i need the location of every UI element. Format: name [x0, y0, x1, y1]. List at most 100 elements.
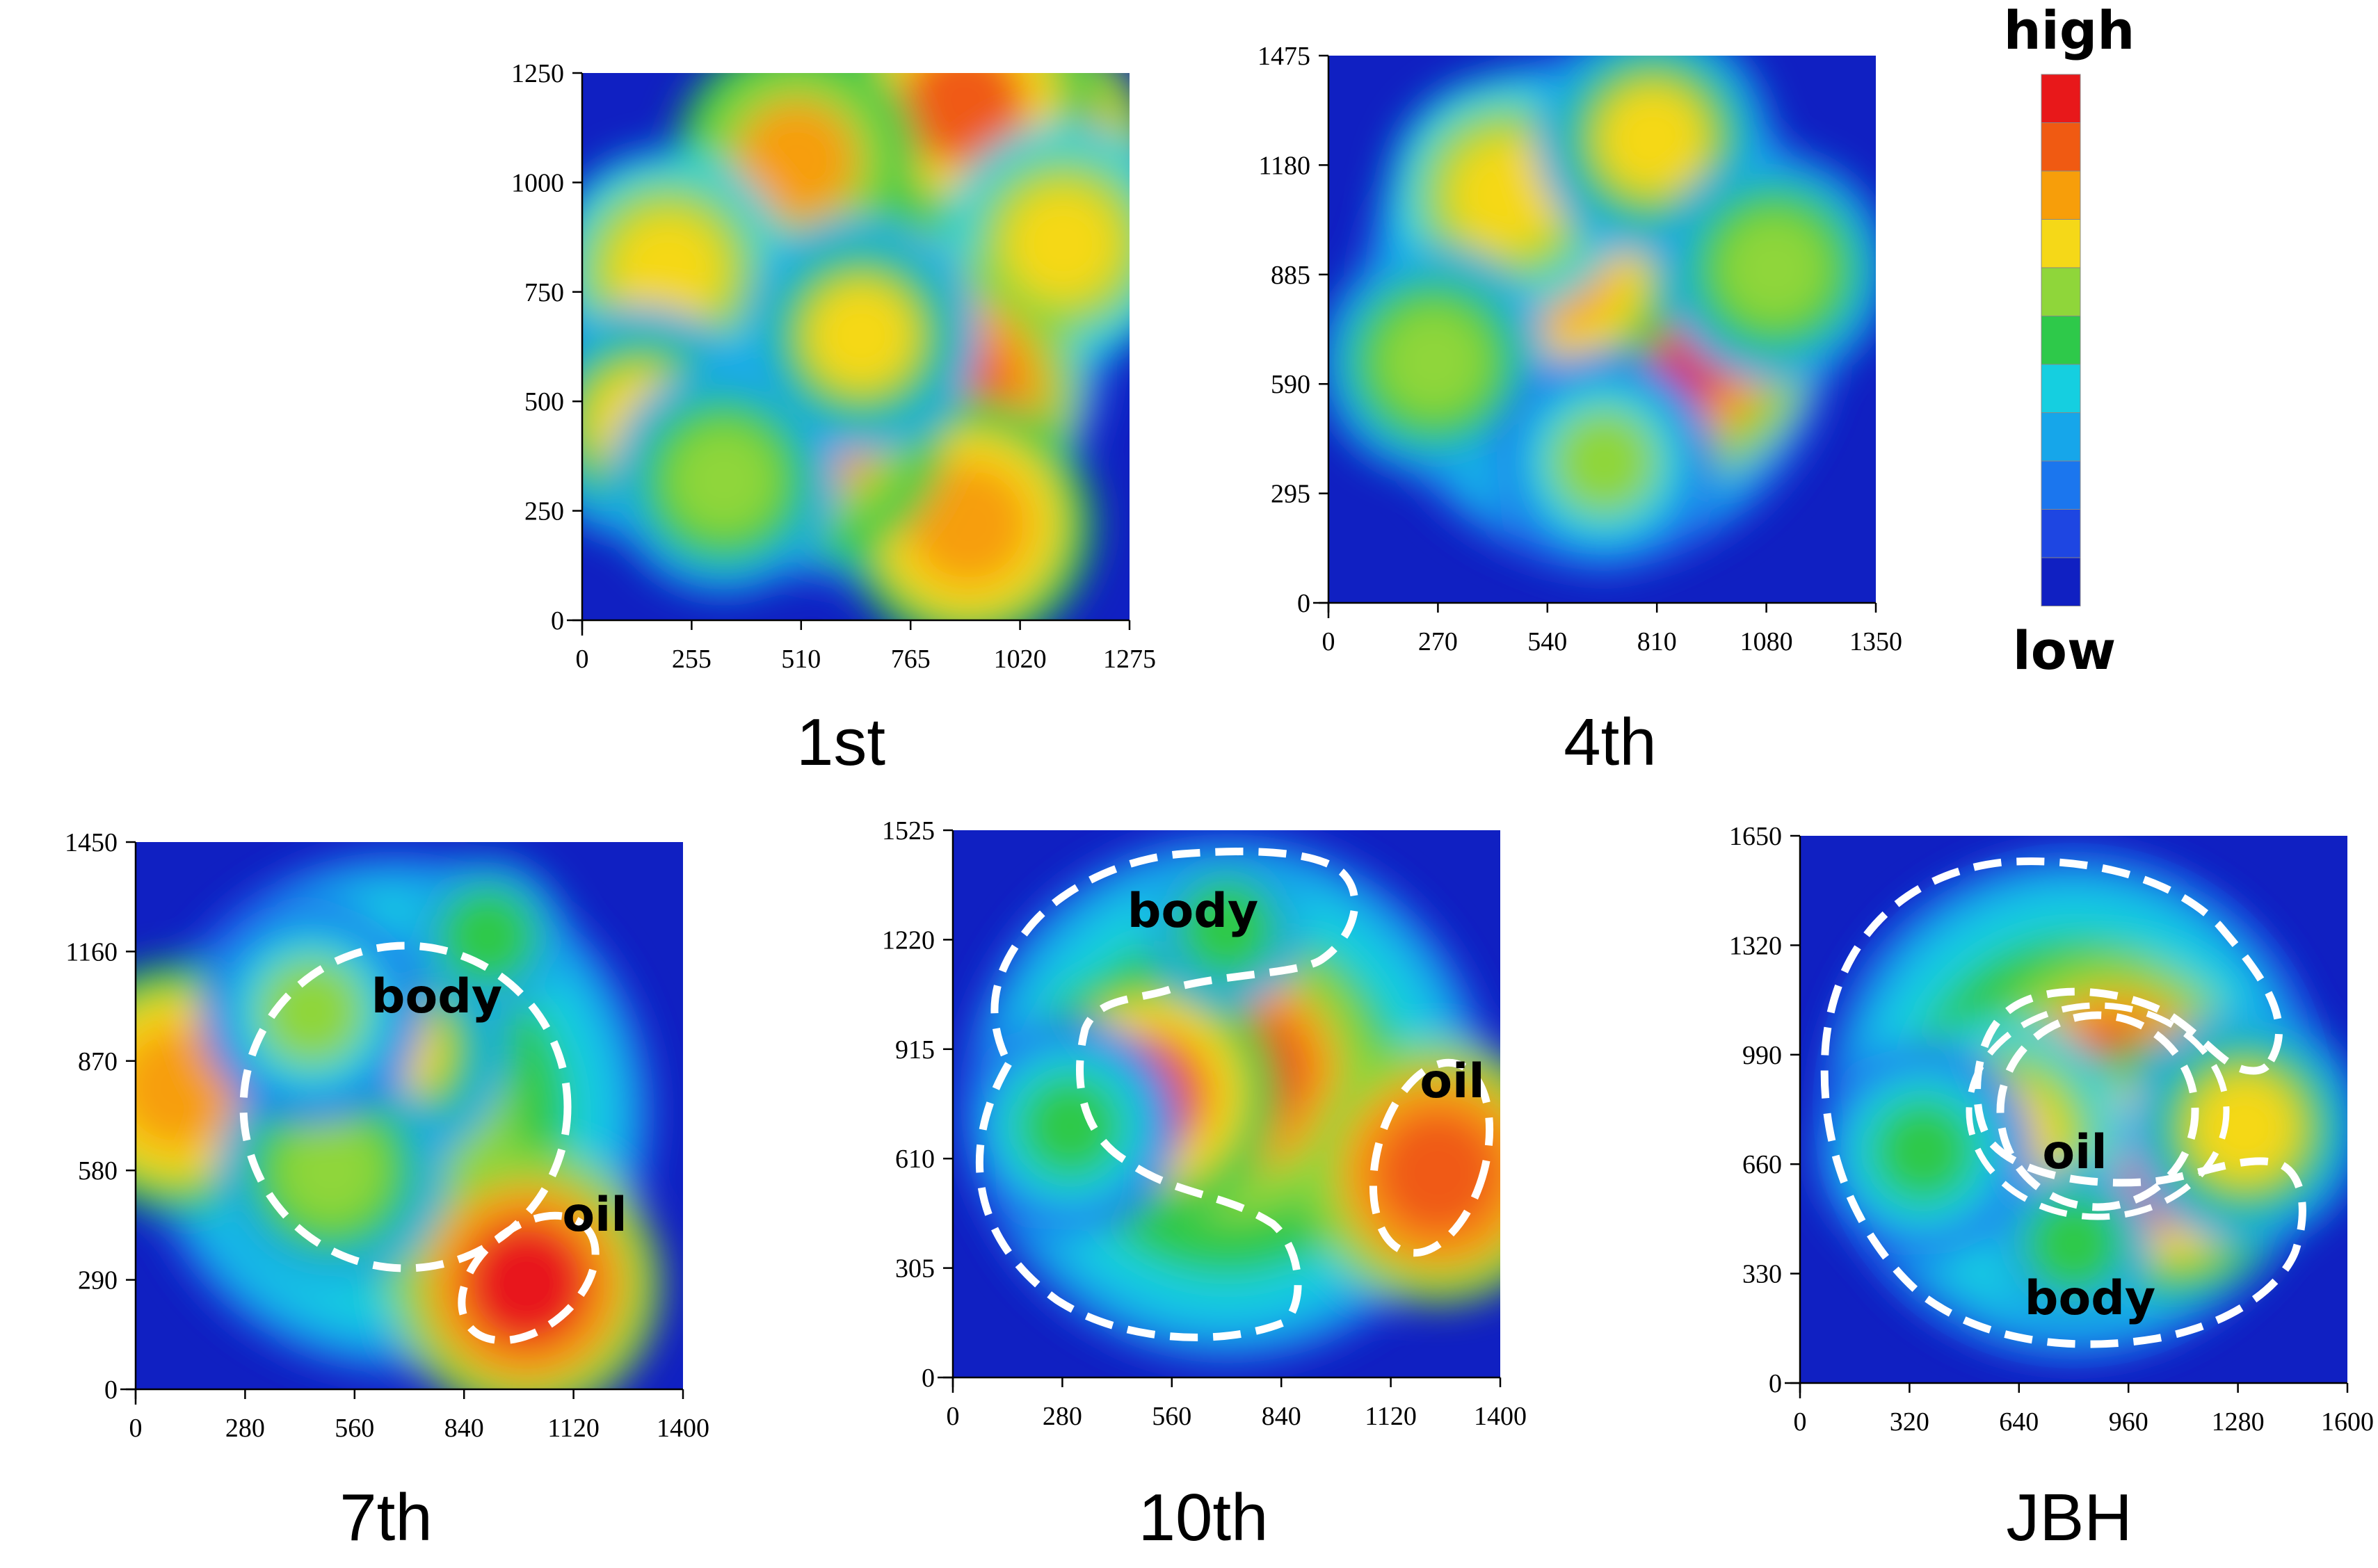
legend-low-label: low	[2013, 620, 2116, 681]
x-tick-label: 960	[2109, 1407, 2148, 1437]
legend-color-swatch	[2041, 74, 2081, 123]
x-tick-label: 0	[1322, 627, 1335, 656]
y-tick-label: 295	[1271, 480, 1310, 509]
heatmap-panel-jbh: 0 320 640 960 1280 1600 0 330 660 990 1320 1650 oil…	[1729, 822, 2374, 1555]
y-tick-label: 0	[922, 1364, 935, 1393]
x-tick-label: 840	[1262, 1402, 1301, 1431]
x-tick-label: 1350	[1849, 627, 1902, 656]
x-tick-label: 280	[225, 1414, 265, 1443]
heatmap-hotspot	[1004, 186, 1121, 302]
body-region-outline-7th	[239, 941, 572, 1272]
heatmap-hotspot	[275, 1115, 387, 1226]
y-tick-label: 1250	[511, 59, 564, 88]
panel-label-4th: 4th	[1564, 705, 1656, 779]
heatmap-panel-4th: 0 270 540 810 1080 1350 0 295 590 885 1180 1475 4th	[1258, 42, 1902, 779]
legend-color-swatch	[2041, 122, 2081, 172]
axes-1st: 0 255 510 765 1020 1275 0 250 500 750 1000 1250	[511, 59, 1156, 674]
y-tick-label: 750	[524, 278, 564, 307]
y-tick-label: 0	[1297, 589, 1310, 618]
y-tick-label: 1525	[882, 816, 935, 846]
x-tick-label: 1600	[2321, 1407, 2374, 1437]
x-tick-label: 1280	[2212, 1407, 2265, 1437]
x-tick-label: 560	[335, 1414, 374, 1443]
y-tick-label: 1650	[1729, 822, 1782, 851]
heatmap-hotspot	[901, 73, 1027, 166]
y-tick-label: 1000	[511, 168, 564, 197]
heatmap-image-7th	[136, 842, 683, 1389]
heatmap-hotspot	[436, 885, 539, 987]
body-label-7th: body	[371, 969, 502, 1024]
y-tick-label: 1160	[65, 937, 118, 967]
legend-color-swatch	[2041, 509, 2081, 558]
y-tick-label: 580	[78, 1156, 118, 1186]
axes-4th: 0 270 540 810 1080 1350 0 295 590 885 1180 1475	[1258, 42, 1902, 656]
heatmap-hotspot	[1719, 213, 1830, 325]
y-tick-label: 330	[1742, 1260, 1782, 1289]
heatmap-hotspot	[1550, 407, 1658, 516]
heatmap-hotspot	[804, 279, 918, 393]
heatmap-hotspot	[1870, 1098, 1976, 1204]
heatmap-hotspot	[257, 957, 366, 1066]
body-label-jbh: body	[2025, 1271, 2155, 1326]
oil-region-outline-7th	[458, 1211, 600, 1345]
heatmap-image-jbh	[1800, 836, 2347, 1383]
x-tick-label: 1400	[1474, 1402, 1527, 1431]
y-tick-label: 990	[1742, 1041, 1782, 1070]
x-tick-label: 640	[1999, 1407, 2039, 1437]
legend-color-swatch	[2041, 267, 2081, 316]
y-tick-label: 500	[524, 387, 564, 417]
heatmap-hotspot	[1596, 82, 1710, 196]
heatmap-image-4th	[1328, 56, 1876, 603]
oil-label-7th: oil	[562, 1188, 627, 1243]
y-tick-label: 610	[895, 1145, 935, 1174]
y-tick-label: 1450	[65, 828, 118, 857]
y-tick-label: 1220	[882, 926, 935, 955]
x-tick-label: 840	[444, 1414, 484, 1443]
heatmap-hotspot	[737, 101, 857, 220]
y-tick-label: 590	[1271, 370, 1310, 399]
oil-region-outline-jbh	[1996, 1011, 2199, 1211]
y-tick-label: 885	[1271, 261, 1310, 290]
heatmap-panel-1st: 0 255 510 765 1020 1275 0 250 500 750 1000 1250 1st	[511, 59, 1156, 779]
heatmap-panel-7th: 0 280 560 840 1120 1400 0 290 580 870 1160 1450 bod…	[65, 828, 709, 1555]
legend-color-swatch	[2041, 170, 2081, 220]
y-tick-label: 660	[1742, 1150, 1782, 1179]
heatmap-hotspot	[610, 211, 726, 328]
heatmap-hotspot	[1175, 878, 1278, 980]
axes-jbh: 0 320 640 960 1280 1600 0 330 660 990 1320 1650	[1729, 822, 2374, 1437]
panel-label-7th: 7th	[339, 1480, 432, 1555]
legend-color-bar	[2041, 74, 2081, 606]
panel-label-10th: 10th	[1139, 1480, 1269, 1555]
oil-region-outer-outline-jbh	[1966, 1002, 2230, 1220]
panel-label-jbh: JBH	[2006, 1480, 2132, 1555]
x-tick-label: 765	[891, 645, 931, 674]
x-tick-label: 0	[576, 645, 589, 674]
y-tick-label: 305	[895, 1254, 935, 1284]
y-tick-label: 290	[78, 1266, 118, 1295]
legend-color-swatch	[2041, 557, 2081, 606]
x-tick-label: 1080	[1740, 627, 1793, 656]
y-tick-label: 250	[524, 497, 564, 526]
x-tick-label: 1120	[547, 1414, 600, 1443]
x-tick-label: 510	[781, 645, 821, 674]
y-tick-label: 1475	[1258, 42, 1310, 71]
legend-color-swatch	[2041, 412, 2081, 462]
color-scale-legend: high low	[2004, 0, 2135, 681]
heatmap-hotspot	[907, 462, 1030, 585]
y-tick-label: 0	[1769, 1369, 1782, 1398]
heatmap-panel-10th: 0 280 560 840 1120 1400 0 305 610 915 1220 1525 bod…	[882, 816, 1527, 1555]
legend-color-swatch	[2041, 460, 2081, 510]
legend-color-swatch	[2041, 219, 2081, 268]
panel-label-1st: 1st	[796, 705, 885, 779]
x-tick-label: 1120	[1365, 1402, 1417, 1431]
x-tick-label: 1275	[1103, 645, 1156, 674]
x-tick-label: 255	[672, 645, 712, 674]
x-tick-label: 1020	[994, 645, 1047, 674]
heatmap-hotspot	[1379, 306, 1489, 417]
axes-7th: 0 280 560 840 1120 1400 0 290 580 870 1160 1450	[65, 828, 709, 1443]
y-tick-label: 870	[78, 1047, 118, 1076]
x-tick-label: 1400	[657, 1414, 709, 1443]
axes-10th: 0 280 560 840 1120 1400 0 305 610 915 1220 1525	[882, 816, 1527, 1431]
heatmap-hotspot	[668, 425, 780, 535]
y-tick-label: 0	[104, 1375, 118, 1405]
